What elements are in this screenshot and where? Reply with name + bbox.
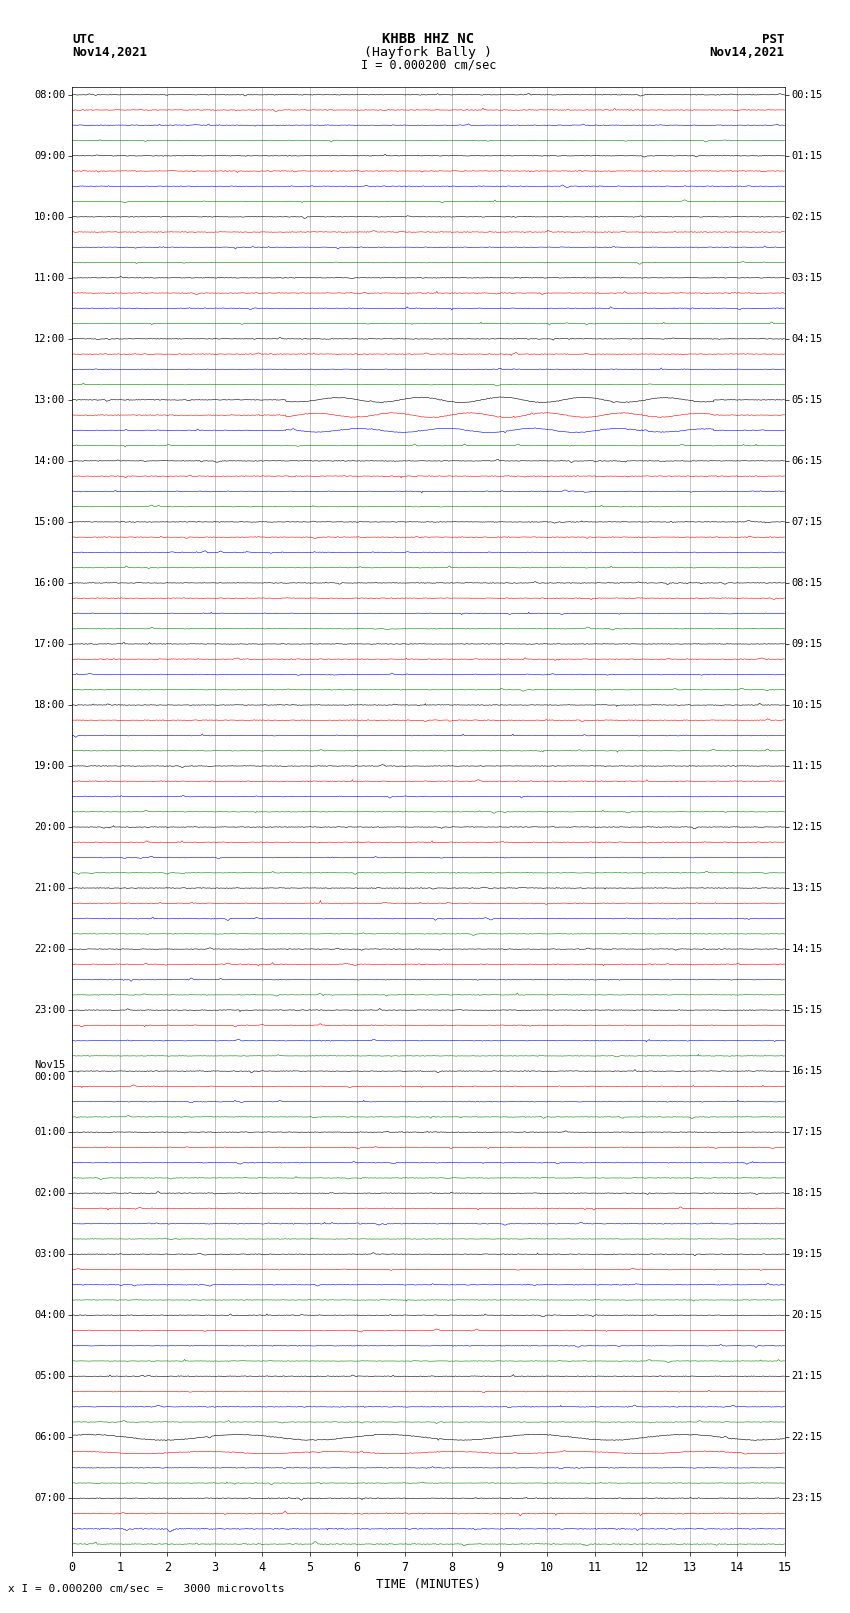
Text: Nov14,2021: Nov14,2021 (72, 45, 147, 58)
Text: (Hayfork Bally ): (Hayfork Bally ) (365, 45, 492, 58)
Text: x I = 0.000200 cm/sec =   3000 microvolts: x I = 0.000200 cm/sec = 3000 microvolts (8, 1584, 286, 1594)
Text: PST: PST (762, 32, 785, 45)
Text: KHBB HHZ NC: KHBB HHZ NC (382, 32, 474, 45)
Text: Nov14,2021: Nov14,2021 (710, 45, 785, 58)
X-axis label: TIME (MINUTES): TIME (MINUTES) (376, 1578, 481, 1590)
Text: I = 0.000200 cm/sec: I = 0.000200 cm/sec (360, 58, 496, 71)
Text: UTC: UTC (72, 32, 94, 45)
